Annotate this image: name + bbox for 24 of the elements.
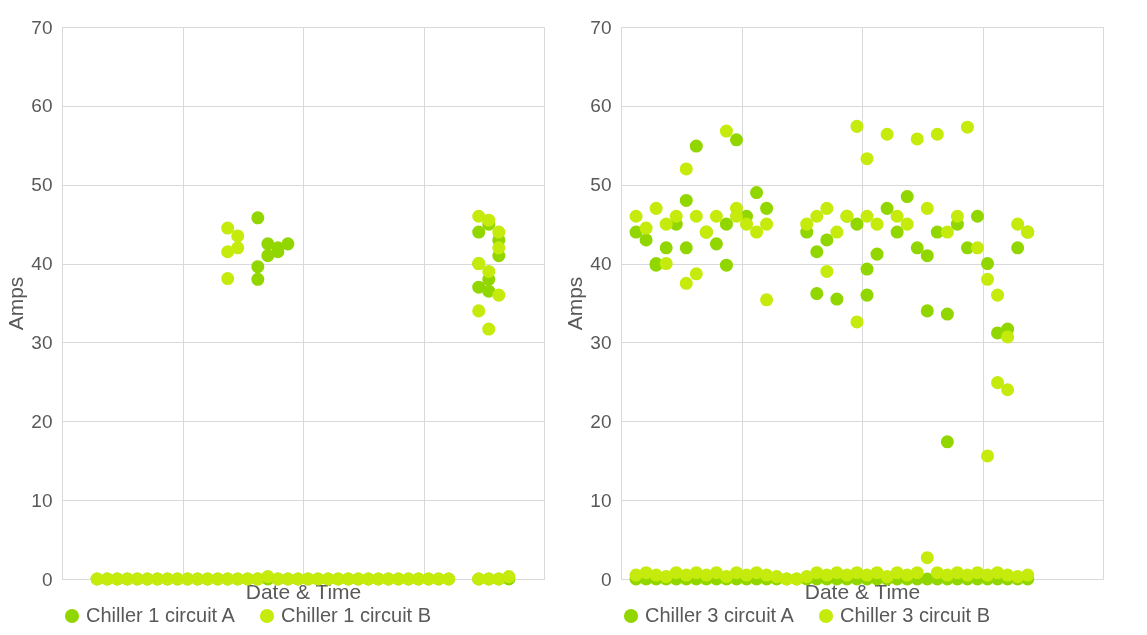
y-tick-label: 40 (590, 253, 612, 275)
y-tick-label: 20 (590, 410, 612, 432)
y-axis-title: Amps (563, 276, 587, 331)
legend-label: Chiller 3 circuit B (840, 604, 991, 626)
y-tick-label: 10 (31, 489, 53, 511)
y-tick-label: 0 (41, 568, 53, 590)
legend-label: Chiller 3 circuit A (645, 604, 795, 626)
y-tick-label: 20 (31, 410, 53, 432)
y-tick-label: 50 (31, 174, 53, 196)
y-tick-label: 60 (590, 95, 612, 117)
y-tick-label: 70 (590, 16, 612, 38)
y-axis-title: Amps (4, 276, 28, 331)
legend-label: Chiller 1 circuit B (281, 604, 432, 626)
legend-label: Chiller 1 circuit A (86, 604, 236, 626)
y-tick-label: 30 (590, 331, 612, 353)
y-tick-label: 40 (31, 253, 53, 275)
y-tick-label: 10 (590, 489, 612, 511)
y-tick-label: 70 (31, 16, 53, 38)
x-axis-title: Date & Time (245, 579, 362, 603)
y-tick-label: 0 (600, 568, 612, 590)
y-tick-label: 60 (31, 95, 53, 117)
y-tick-label: 50 (590, 174, 612, 196)
y-tick-label: 30 (31, 331, 53, 353)
x-axis-title: Date & Time (804, 579, 921, 603)
